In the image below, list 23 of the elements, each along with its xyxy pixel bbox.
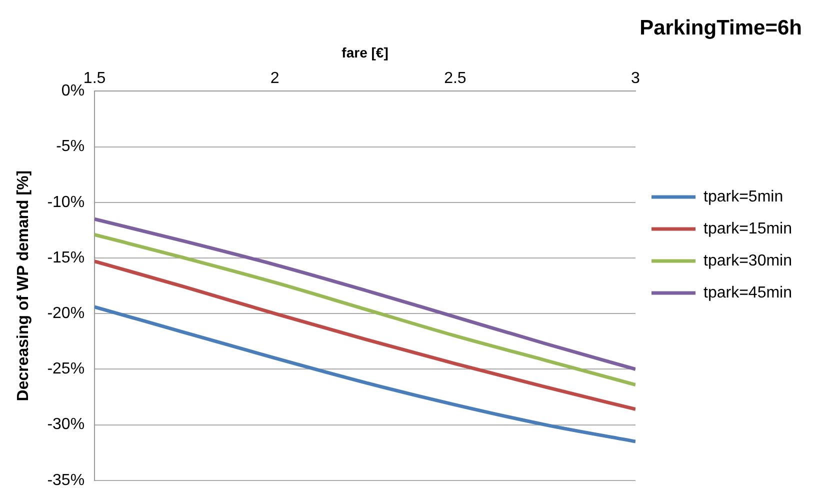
x-tick-label: 2.5 <box>444 70 466 88</box>
line-series <box>94 232 636 387</box>
y-tick-label: -10% <box>47 194 85 211</box>
y-tick-label: -20% <box>47 305 85 322</box>
y-tick-label: -15% <box>47 249 85 266</box>
line-series <box>94 217 636 371</box>
line-series <box>94 305 636 444</box>
text: ParkingTime=6h <box>640 16 802 40</box>
x-tick-label: 1.5 <box>83 70 106 88</box>
line-series <box>94 260 636 411</box>
legend-label: tpark=45min <box>704 284 792 302</box>
legend-label: tpark=30min <box>704 252 792 270</box>
y-tick-label: -30% <box>47 416 85 434</box>
y-tick-label: 0% <box>61 82 85 100</box>
x-axis-title: fare [€] <box>342 44 388 60</box>
y-tick-label: -25% <box>47 360 85 378</box>
y-tick-label: -35% <box>47 472 85 489</box>
legend-label: tpark=5min <box>704 188 784 206</box>
x-tick-label: 3 <box>631 70 640 88</box>
y-tick-label: -5% <box>56 138 85 156</box>
x-tick-label: 2 <box>270 70 280 88</box>
legend-label: tpark=15min <box>704 220 792 238</box>
y-axis-title: Decreasing of WP demand [%] <box>15 170 32 402</box>
